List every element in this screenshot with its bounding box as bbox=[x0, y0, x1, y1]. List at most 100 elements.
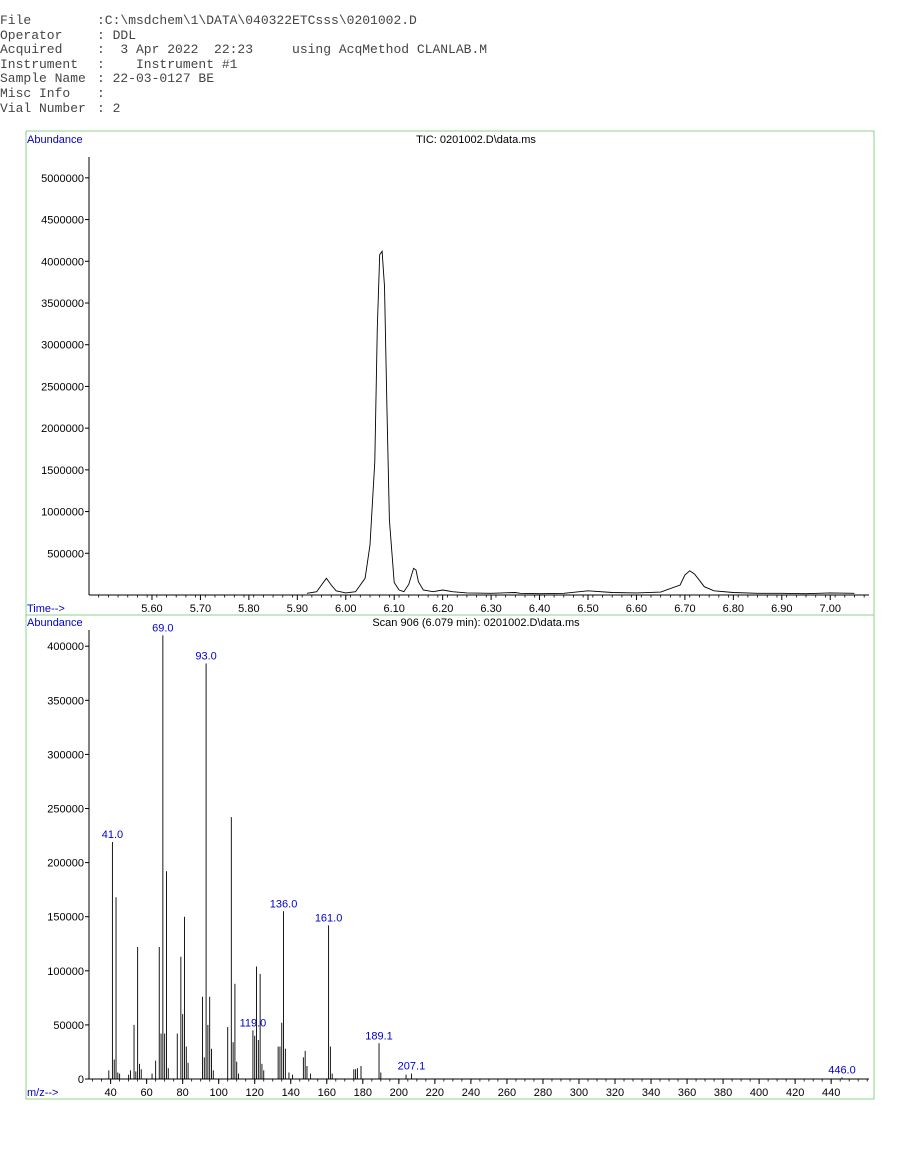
spectrum-y-tick-label: 0 bbox=[78, 1074, 84, 1086]
spectrum-y-tick-label: 50000 bbox=[53, 1020, 84, 1032]
spectrum-x-tick-label: 360 bbox=[678, 1087, 696, 1099]
header-value: : 2 bbox=[97, 100, 121, 116]
spectrum-peaks bbox=[108, 635, 843, 1079]
spectrum-x-tick-label: 300 bbox=[570, 1087, 588, 1099]
tic-x-tick-label: 6.30 bbox=[480, 603, 501, 615]
header-row-misc-info: Misc Info: bbox=[0, 85, 487, 102]
spectrum-peak-label: 446.0 bbox=[828, 1064, 856, 1076]
spectrum-peak-labels: 41.0 69.0 93.0 119.0 136.0 161.0 189.1 207.1 446… bbox=[102, 622, 856, 1076]
spectrum-chart: Abundance Scan 906 (6.079 min): 0201002.… bbox=[25, 614, 875, 1100]
spectrum-x-tick-label: 100 bbox=[210, 1087, 228, 1099]
header-key: Instrument bbox=[0, 56, 79, 72]
header-row-sample-name: Sample Name : 22-03-0127 BE bbox=[0, 72, 487, 87]
tic-y-label: Abundance bbox=[27, 134, 83, 146]
tic-x-tick-label: 6.60 bbox=[626, 603, 647, 615]
tic-x-tick-label: 5.70 bbox=[190, 603, 211, 615]
tic-y-tick-label: 4000000 bbox=[41, 256, 84, 268]
header-row-file: File :C:\msdchem\1\DATA\040322ETCsss\0201… bbox=[0, 13, 487, 29]
tic-y-tick-label: 500000 bbox=[47, 548, 84, 560]
spectrum-peak-label: 93.0 bbox=[195, 651, 216, 663]
spectrum-peak-label: 69.0 bbox=[152, 622, 173, 634]
spectrum-x-ticks: 40 60 80 100 120 140 160 180 200 220 240 260 280 300 3… bbox=[92, 1079, 868, 1099]
spectrum-x-tick-label: 120 bbox=[246, 1087, 264, 1099]
spectrum-frame bbox=[25, 614, 875, 1100]
header-value: : Instrument #1 bbox=[97, 56, 238, 72]
spectrum-peak-label: 161.0 bbox=[315, 912, 343, 924]
spectrum-x-tick-label: 380 bbox=[714, 1087, 732, 1099]
spectrum-x-tick-label: 400 bbox=[750, 1087, 768, 1099]
header-key: Misc Info bbox=[0, 85, 71, 101]
tic-x-tick-label: 6.50 bbox=[577, 603, 598, 615]
spectrum-x-tick-label: 60 bbox=[141, 1087, 153, 1099]
header-value: : DDL bbox=[97, 27, 137, 43]
tic-x-tick-label: 6.00 bbox=[335, 603, 356, 615]
header-row-operator: Operator : DDL bbox=[0, 27, 487, 44]
spectrum-x-tick-label: 320 bbox=[606, 1087, 624, 1099]
tic-trace-line bbox=[306, 250, 855, 595]
header-row-instrument: Instrument : Instrument #1 bbox=[0, 56, 487, 73]
tic-y-tick-label: 2500000 bbox=[41, 381, 84, 393]
spectrum-x-tick-label: 40 bbox=[104, 1087, 116, 1099]
spectrum-x-tick-label: 340 bbox=[642, 1087, 660, 1099]
spectrum-y-ticks: 0 50000 100000 150000 200000 250000 300000 3500… bbox=[47, 641, 89, 1086]
spectrum-y-tick-label: 300000 bbox=[47, 749, 84, 761]
spectrum-y-tick-label: 400000 bbox=[47, 641, 84, 653]
header-key: Sample Name bbox=[0, 71, 86, 87]
header-value: :C:\msdchem\1\DATA\040322ETCsss\0201002.… bbox=[97, 13, 417, 28]
header-key: Acquired bbox=[0, 42, 63, 58]
tic-y-tick-label: 4500000 bbox=[41, 215, 84, 227]
tic-x-tick-label: 7.00 bbox=[820, 603, 841, 615]
tic-title: TIC: 0201002.D\data.ms bbox=[416, 134, 536, 146]
tic-chart: Abundance TIC: 0201002.D\data.ms Time-->… bbox=[25, 130, 875, 616]
spectrum-x-tick-label: 280 bbox=[534, 1087, 552, 1099]
spectrum-x-label: m/z--> bbox=[27, 1087, 58, 1099]
spectrum-peak-label: 41.0 bbox=[102, 829, 123, 841]
tic-y-tick-label: 5000000 bbox=[41, 173, 84, 185]
spectrum-y-tick-label: 350000 bbox=[47, 695, 84, 707]
tic-x-tick-label: 6.40 bbox=[529, 603, 550, 615]
spectrum-y-tick-label: 150000 bbox=[47, 912, 84, 924]
tic-y-tick-label: 3500000 bbox=[41, 298, 84, 310]
tic-y-tick-label: 2000000 bbox=[41, 423, 84, 435]
header-key: Vial Number bbox=[0, 100, 86, 116]
spectrum-y-tick-label: 100000 bbox=[47, 966, 84, 978]
file-info-header: File :C:\msdchem\1\DATA\040322ETCsss\0201… bbox=[0, 13, 488, 117]
spectrum-x-tick-label: 240 bbox=[462, 1087, 480, 1099]
header-key: Operator bbox=[0, 27, 63, 43]
spectrum-x-tick-label: 80 bbox=[177, 1087, 189, 1099]
tic-y-tick-label: 1000000 bbox=[41, 507, 84, 519]
tic-y-tick-label: 1500000 bbox=[41, 465, 84, 477]
spectrum-title: Scan 906 (6.079 min): 0201002.D\data.ms bbox=[372, 617, 580, 629]
tic-frame bbox=[25, 130, 875, 616]
tic-x-tick-label: 6.10 bbox=[384, 603, 405, 615]
tic-x-tick-label: 5.90 bbox=[287, 603, 308, 615]
header-value: : 3 Apr 2022 22:23 using AcqMethod CLANL… bbox=[97, 42, 488, 58]
tic-x-tick-label: 5.60 bbox=[141, 603, 162, 615]
spectrum-peak-label: 207.1 bbox=[398, 1061, 426, 1073]
spectrum-x-tick-label: 160 bbox=[318, 1087, 336, 1099]
spectrum-peak-label: 119.0 bbox=[240, 1017, 267, 1029]
spectrum-x-tick-label: 420 bbox=[786, 1087, 804, 1099]
tic-x-tick-label: 5.80 bbox=[238, 603, 259, 615]
header-value: : bbox=[97, 85, 105, 101]
spectrum-x-tick-label: 200 bbox=[390, 1087, 408, 1099]
header-value: : 22-03-0127 BE bbox=[97, 71, 215, 87]
spectrum-x-tick-label: 140 bbox=[282, 1087, 300, 1099]
spectrum-x-tick-label: 180 bbox=[354, 1087, 372, 1099]
spectrum-y-tick-label: 200000 bbox=[47, 858, 84, 870]
tic-x-ticks: 5.60 5.70 5.80 5.90 6.00 6.10 6.20 6.30 6.40 6.50… bbox=[98, 595, 865, 615]
header-row-vial-number: Vial Number : 2 bbox=[0, 100, 487, 117]
spectrum-peak-label: 189.1 bbox=[365, 1030, 393, 1042]
spectrum-x-tick-label: 440 bbox=[822, 1087, 840, 1099]
tic-x-tick-label: 6.20 bbox=[432, 603, 453, 615]
spectrum-peak-label: 136.0 bbox=[270, 898, 298, 910]
tic-x-tick-label: 6.70 bbox=[674, 603, 695, 615]
spectrum-y-tick-label: 250000 bbox=[47, 804, 84, 816]
tic-x-label: Time--> bbox=[27, 603, 65, 615]
spectrum-x-tick-label: 220 bbox=[426, 1087, 444, 1099]
tic-x-tick-label: 6.80 bbox=[723, 603, 744, 615]
tic-x-tick-label: 6.90 bbox=[771, 603, 792, 615]
header-key: File bbox=[0, 13, 32, 28]
tic-y-ticks: 500000 1000000 1500000 2000000 2500000 300000… bbox=[41, 173, 89, 560]
